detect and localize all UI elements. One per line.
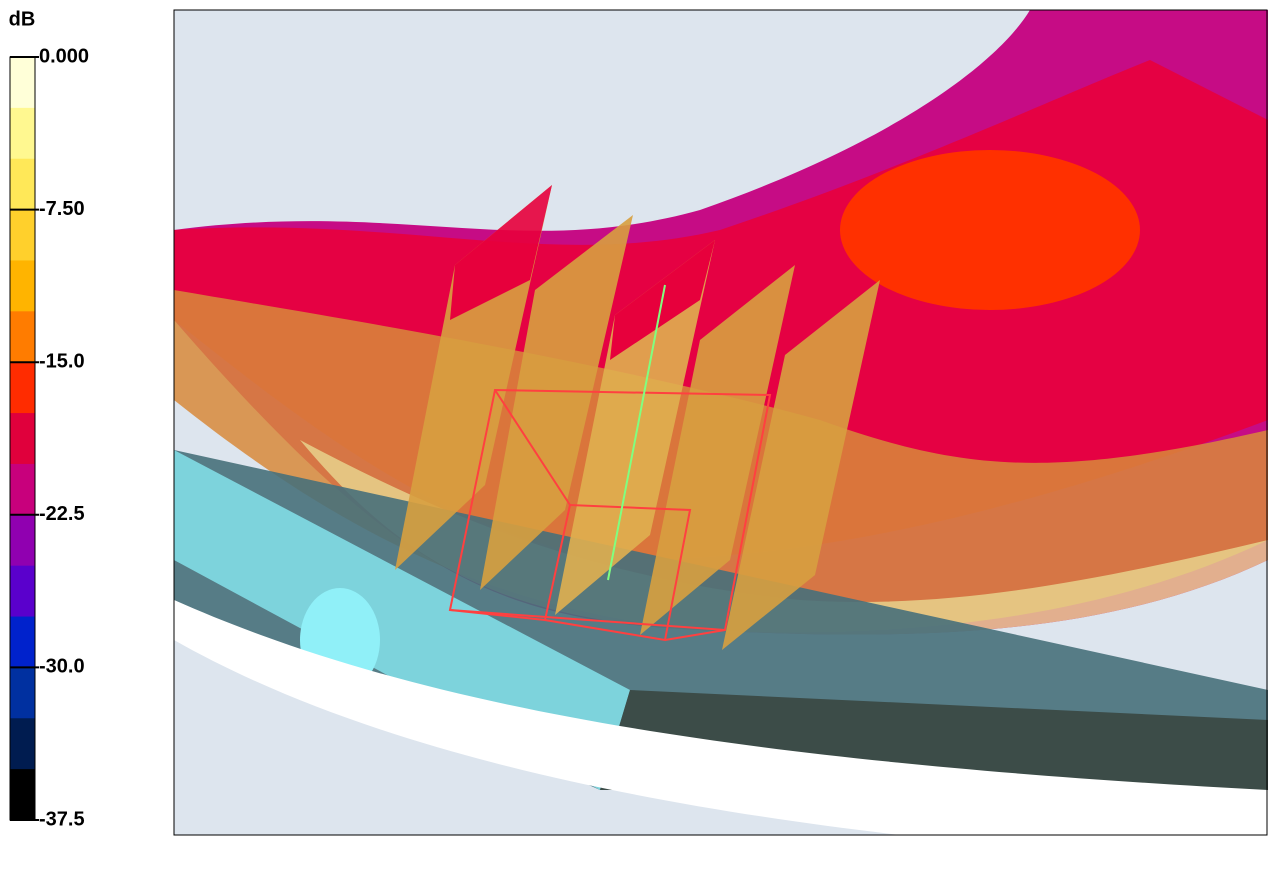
color-band xyxy=(10,158,35,211)
colorbar-unit: dB xyxy=(9,8,36,30)
color-band xyxy=(10,565,35,618)
tick-label: -22.5 xyxy=(39,503,85,525)
render-view xyxy=(173,9,1268,836)
color-band xyxy=(10,616,35,668)
color-band xyxy=(10,209,35,261)
color-band xyxy=(10,769,35,821)
color-band xyxy=(10,667,35,719)
color-band xyxy=(10,260,35,312)
tick-label: 0.000 xyxy=(39,45,89,67)
color-band xyxy=(10,57,35,109)
color-band xyxy=(10,362,35,414)
color-band xyxy=(10,718,35,770)
tick-label: -37.5 xyxy=(39,808,85,830)
color-band xyxy=(10,311,35,363)
color-band xyxy=(10,514,35,567)
colorbar: 0.000 -7.50 -15.0 -22.5 -30.0 -37.5 xyxy=(9,45,89,830)
tick-label: -30.0 xyxy=(39,656,85,678)
tick-label: -15.0 xyxy=(39,350,85,372)
tick-label: -7.50 xyxy=(39,198,85,220)
color-band xyxy=(10,413,35,465)
color-band xyxy=(10,107,35,160)
color-band xyxy=(10,463,35,516)
